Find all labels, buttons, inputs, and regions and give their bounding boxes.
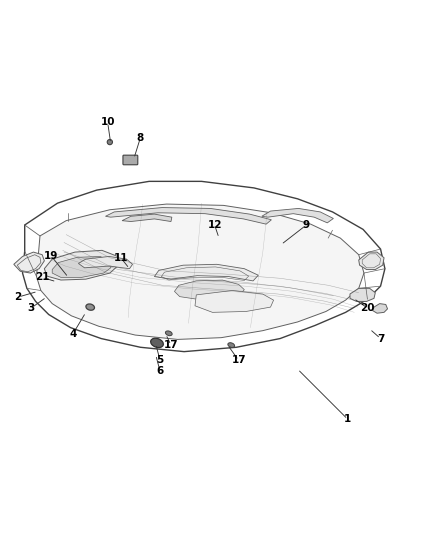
Polygon shape (350, 288, 375, 302)
Text: 21: 21 (35, 272, 49, 282)
Polygon shape (262, 208, 333, 223)
Polygon shape (14, 252, 44, 273)
Polygon shape (44, 251, 119, 280)
Text: 9: 9 (303, 220, 310, 230)
Text: 12: 12 (207, 220, 222, 230)
Ellipse shape (86, 304, 95, 310)
Polygon shape (154, 264, 258, 281)
Polygon shape (78, 256, 133, 269)
Ellipse shape (107, 140, 113, 144)
FancyBboxPatch shape (123, 155, 138, 165)
Text: 8: 8 (137, 133, 144, 143)
Text: 3: 3 (28, 303, 35, 313)
Polygon shape (359, 252, 384, 270)
Polygon shape (373, 304, 388, 313)
Text: 11: 11 (113, 253, 128, 263)
Text: 2: 2 (14, 292, 22, 302)
Text: 6: 6 (156, 366, 164, 376)
Polygon shape (122, 214, 172, 222)
Text: 4: 4 (69, 329, 76, 339)
Polygon shape (195, 290, 274, 312)
Text: 20: 20 (360, 303, 374, 313)
Ellipse shape (228, 343, 235, 348)
Ellipse shape (166, 331, 172, 336)
Text: 1: 1 (344, 414, 351, 424)
Polygon shape (106, 207, 272, 224)
Text: 17: 17 (164, 340, 178, 350)
Ellipse shape (151, 338, 163, 348)
Text: 7: 7 (377, 334, 384, 344)
Polygon shape (174, 280, 244, 299)
Text: 10: 10 (100, 117, 115, 127)
Text: 19: 19 (44, 251, 58, 261)
Polygon shape (36, 204, 364, 340)
Text: 17: 17 (231, 356, 246, 365)
Text: 5: 5 (156, 356, 164, 365)
Polygon shape (52, 256, 111, 277)
